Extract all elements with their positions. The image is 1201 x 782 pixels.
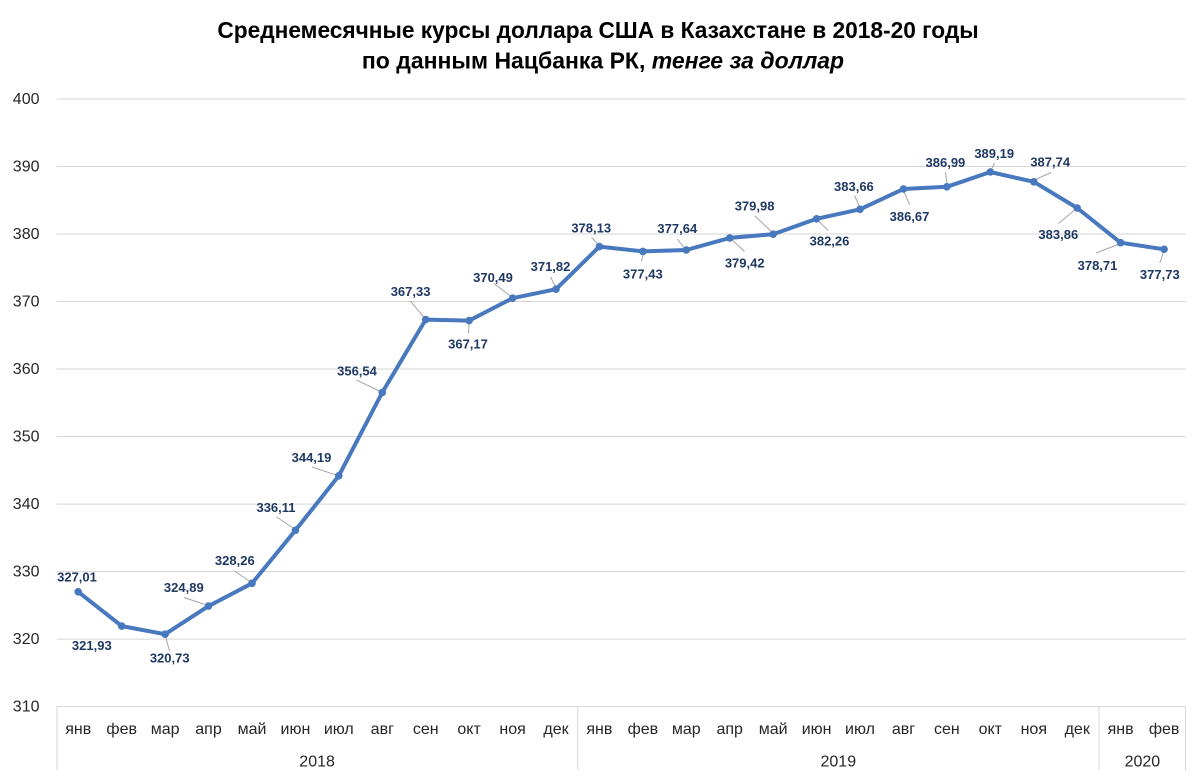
svg-text:2020: 2020	[1125, 753, 1161, 770]
svg-text:июн: июн	[802, 721, 832, 738]
svg-text:ноя: ноя	[1021, 721, 1047, 738]
svg-text:367,17: 367,17	[448, 336, 488, 351]
svg-text:377,73: 377,73	[1140, 267, 1180, 282]
svg-text:389,19: 389,19	[974, 146, 1014, 161]
svg-text:авг: авг	[892, 721, 915, 738]
svg-text:сен: сен	[934, 721, 960, 738]
svg-text:май: май	[759, 721, 788, 738]
svg-text:по данным Нацбанка РК, тенге з: по данным Нацбанка РК, тенге за доллар	[362, 48, 844, 74]
svg-text:Среднемесячные курсы доллара С: Среднемесячные курсы доллара США в Казах…	[217, 17, 978, 43]
svg-text:378,13: 378,13	[571, 221, 611, 236]
svg-text:321,93: 321,93	[72, 638, 112, 653]
svg-text:апр: апр	[716, 721, 743, 738]
svg-text:344,19: 344,19	[292, 450, 332, 465]
svg-text:310: 310	[13, 699, 40, 716]
svg-text:330: 330	[13, 564, 40, 581]
svg-text:387,74: 387,74	[1030, 155, 1071, 170]
svg-text:336,11: 336,11	[256, 500, 295, 515]
svg-text:апр: апр	[195, 721, 222, 738]
svg-text:320,73: 320,73	[150, 651, 190, 666]
svg-text:371,82: 371,82	[531, 259, 571, 274]
svg-text:фев: фев	[1149, 721, 1180, 738]
svg-text:370,49: 370,49	[473, 270, 513, 285]
svg-text:382,26: 382,26	[810, 233, 850, 248]
svg-text:дек: дек	[1065, 721, 1091, 738]
svg-text:379,98: 379,98	[735, 198, 775, 213]
svg-text:356,54: 356,54	[337, 364, 378, 379]
svg-text:324,89: 324,89	[164, 580, 204, 595]
svg-text:386,99: 386,99	[926, 155, 966, 170]
svg-text:июн: июн	[281, 721, 311, 738]
svg-text:320: 320	[13, 631, 40, 648]
svg-text:янв: янв	[65, 721, 91, 738]
svg-text:328,26: 328,26	[215, 553, 255, 568]
svg-text:фев: фев	[106, 721, 137, 738]
svg-text:ноя: ноя	[499, 721, 525, 738]
svg-text:окт: окт	[457, 721, 481, 738]
svg-text:авг: авг	[371, 721, 394, 738]
svg-text:370: 370	[13, 294, 40, 311]
svg-text:360: 360	[13, 361, 40, 378]
svg-text:янв: янв	[1108, 721, 1134, 738]
svg-text:380: 380	[13, 226, 40, 243]
svg-text:2019: 2019	[821, 753, 857, 770]
svg-text:янв: янв	[586, 721, 612, 738]
svg-text:дек: дек	[543, 721, 569, 738]
svg-text:июл: июл	[845, 721, 875, 738]
svg-text:327,01: 327,01	[57, 570, 97, 585]
svg-text:378,71: 378,71	[1078, 258, 1118, 273]
svg-text:июл: июл	[324, 721, 354, 738]
svg-text:340: 340	[13, 496, 40, 513]
svg-text:окт: окт	[979, 721, 1003, 738]
svg-text:мар: мар	[151, 721, 180, 738]
svg-text:377,43: 377,43	[623, 267, 663, 282]
svg-text:мар: мар	[672, 721, 701, 738]
svg-text:2018: 2018	[299, 753, 335, 770]
svg-text:400: 400	[13, 91, 40, 108]
svg-text:май: май	[238, 721, 267, 738]
svg-text:350: 350	[13, 429, 40, 446]
svg-text:386,67: 386,67	[890, 209, 930, 224]
svg-text:383,86: 383,86	[1038, 227, 1078, 242]
svg-text:390: 390	[13, 159, 40, 176]
svg-text:379,42: 379,42	[725, 256, 765, 271]
svg-text:367,33: 367,33	[391, 284, 431, 299]
svg-text:фев: фев	[628, 721, 659, 738]
svg-text:сен: сен	[413, 721, 439, 738]
svg-text:377,64: 377,64	[657, 221, 698, 236]
svg-text:383,66: 383,66	[834, 179, 874, 194]
